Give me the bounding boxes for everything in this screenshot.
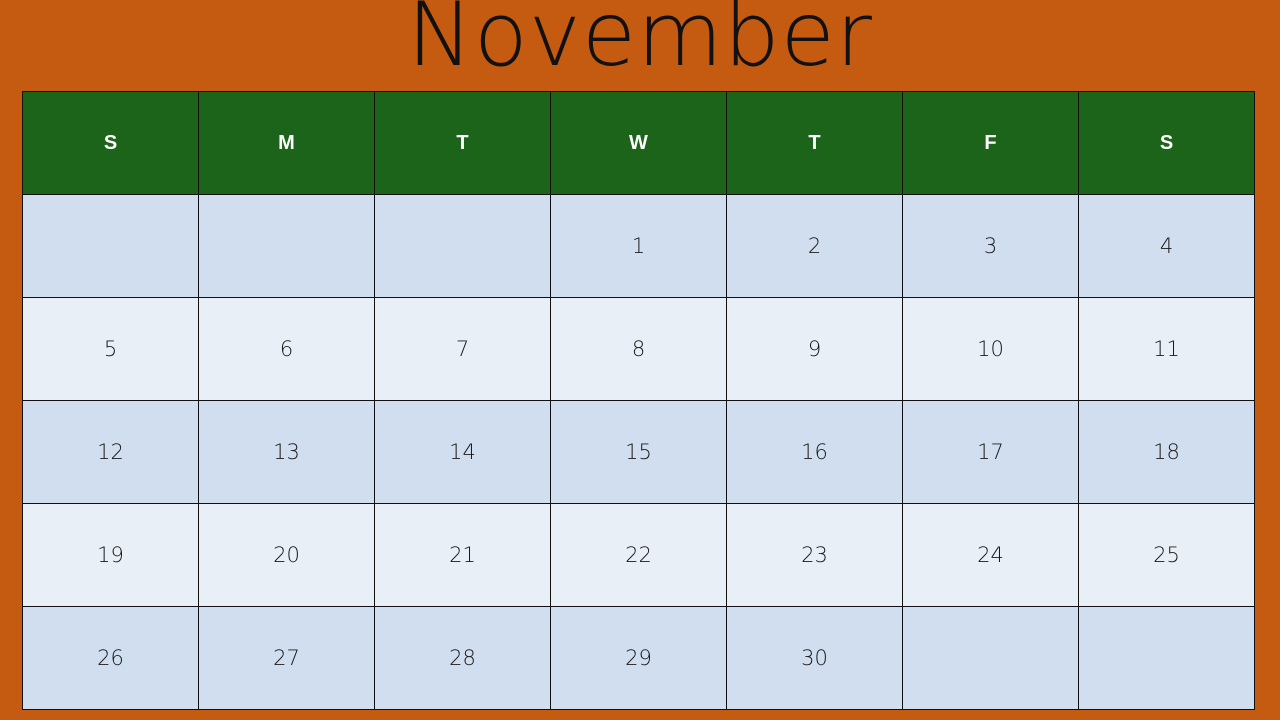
day-cell: 30: [726, 606, 903, 710]
day-cell: 24: [902, 503, 1079, 607]
week-row: 5 6 7 8 9 10 11: [22, 297, 1255, 401]
day-cell: 29: [550, 606, 727, 710]
day-cell: 14: [374, 400, 551, 504]
day-cell: [1078, 606, 1255, 710]
day-cell: 15: [550, 400, 727, 504]
weekday-header-friday: F: [902, 91, 1079, 195]
week-row: 26 27 28 29 30: [22, 606, 1255, 710]
weekday-header-tuesday: T: [374, 91, 551, 195]
week-row: 1 2 3 4: [22, 194, 1255, 298]
day-cell: 8: [550, 297, 727, 401]
day-cell: 17: [902, 400, 1079, 504]
day-cell: 27: [198, 606, 375, 710]
calendar-grid: S M T W T F S 1 2 3 4 5 6 7: [22, 91, 1255, 710]
day-cell: 6: [198, 297, 375, 401]
day-cell: [22, 194, 199, 298]
day-cell: [374, 194, 551, 298]
weekday-header-saturday: S: [1078, 91, 1255, 195]
day-cell: 3: [902, 194, 1079, 298]
day-cell: 1: [550, 194, 727, 298]
day-cell: 20: [198, 503, 375, 607]
day-cell: 10: [902, 297, 1079, 401]
weekday-header-monday: M: [198, 91, 375, 195]
weekday-header-sunday: S: [22, 91, 199, 195]
day-cell: [198, 194, 375, 298]
day-cell: 7: [374, 297, 551, 401]
day-cell: 16: [726, 400, 903, 504]
day-cell: 28: [374, 606, 551, 710]
week-row: 12 13 14 15 16 17 18: [22, 400, 1255, 504]
weekday-header-thursday: T: [726, 91, 903, 195]
day-cell: 25: [1078, 503, 1255, 607]
day-cell: 22: [550, 503, 727, 607]
day-cell: 11: [1078, 297, 1255, 401]
day-cell: 21: [374, 503, 551, 607]
day-cell: 23: [726, 503, 903, 607]
week-row: 19 20 21 22 23 24 25: [22, 503, 1255, 607]
day-cell: 26: [22, 606, 199, 710]
day-cell: 19: [22, 503, 199, 607]
weekday-header-wednesday: W: [550, 91, 727, 195]
day-cell: 9: [726, 297, 903, 401]
day-cell: 13: [198, 400, 375, 504]
weekday-header-row: S M T W T F S: [22, 91, 1255, 195]
day-cell: 2: [726, 194, 903, 298]
month-title: November: [407, 0, 873, 86]
day-cell: 12: [22, 400, 199, 504]
day-cell: 18: [1078, 400, 1255, 504]
day-cell: 4: [1078, 194, 1255, 298]
day-cell: [902, 606, 1079, 710]
day-cell: 5: [22, 297, 199, 401]
